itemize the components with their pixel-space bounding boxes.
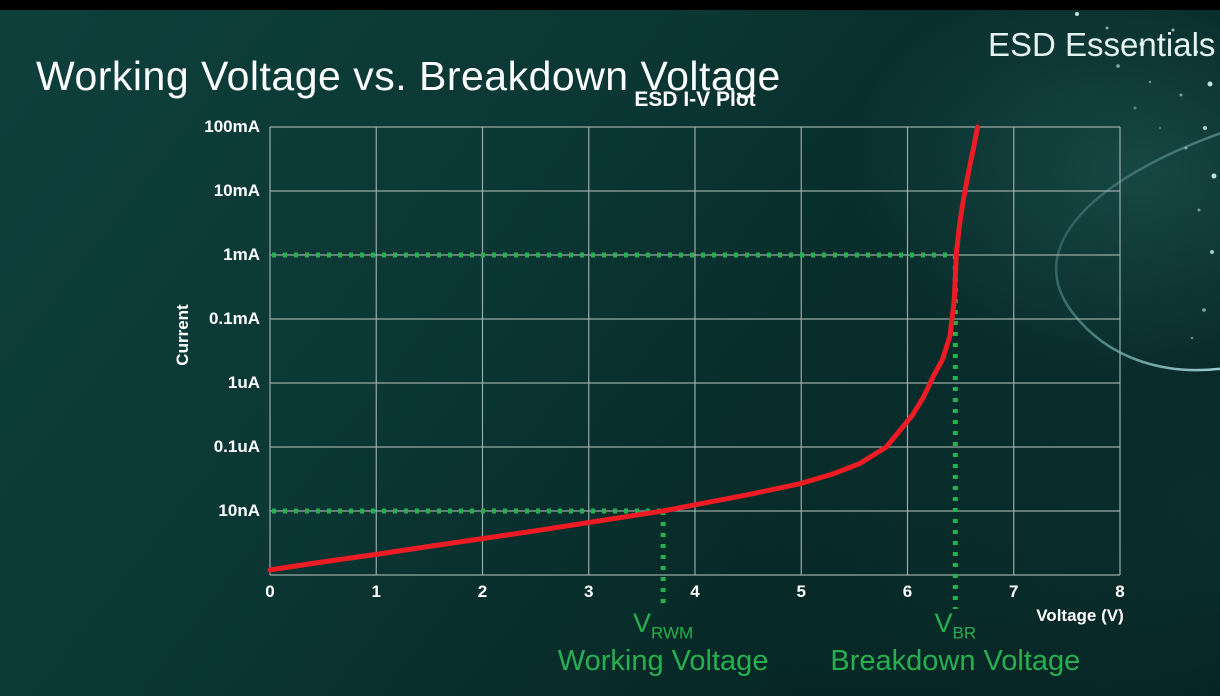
x-tick-label: 2 <box>477 582 488 601</box>
iv-curve <box>267 124 981 573</box>
x-tick-label: 7 <box>1009 582 1019 601</box>
y-tick-label: 10mA <box>213 181 260 200</box>
y-axis-label: Current <box>173 304 192 366</box>
chart-title: ESD I-V Plot <box>634 88 756 111</box>
annotation-symbol: VBR <box>934 608 977 643</box>
page-title: Working Voltage vs. Breakdown Voltage <box>36 53 781 100</box>
x-tick-label: 1 <box>371 582 381 601</box>
swoosh-curve <box>1054 132 1220 372</box>
brand-logo-text: ESD Essentials <box>988 26 1216 63</box>
y-tick-label: 10nA <box>218 501 260 520</box>
annotation-symbol: VRWM <box>633 608 694 643</box>
annotation-caption: Working Voltage <box>557 644 769 677</box>
x-tick-label: 0 <box>265 582 275 601</box>
y-tick-label: 0.1uA <box>213 437 260 456</box>
letterbox-top <box>0 0 1220 10</box>
annotation-dotted-lines <box>272 252 958 609</box>
gridlines <box>269 126 1121 576</box>
annotation-label-working-voltage: VRWM Working Voltage <box>503 608 823 678</box>
x-axis-label: Voltage (V) <box>1036 606 1124 625</box>
y-tick-label: 1uA <box>227 373 260 392</box>
x-tick-label: 3 <box>584 582 594 601</box>
x-tick-label: 5 <box>796 582 806 601</box>
annotation-caption: Breakdown Voltage <box>830 644 1081 677</box>
x-tick-label: 4 <box>690 582 700 601</box>
x-tick-label: 6 <box>902 582 913 601</box>
y-tick-label: 0.1mA <box>208 309 260 328</box>
y-tick-label: 1mA <box>223 245 260 264</box>
x-tick-label: 8 <box>1115 582 1125 601</box>
annotation-label-breakdown-voltage: VBR Breakdown Voltage <box>795 608 1115 678</box>
y-tick-label: 100mA <box>204 117 260 136</box>
